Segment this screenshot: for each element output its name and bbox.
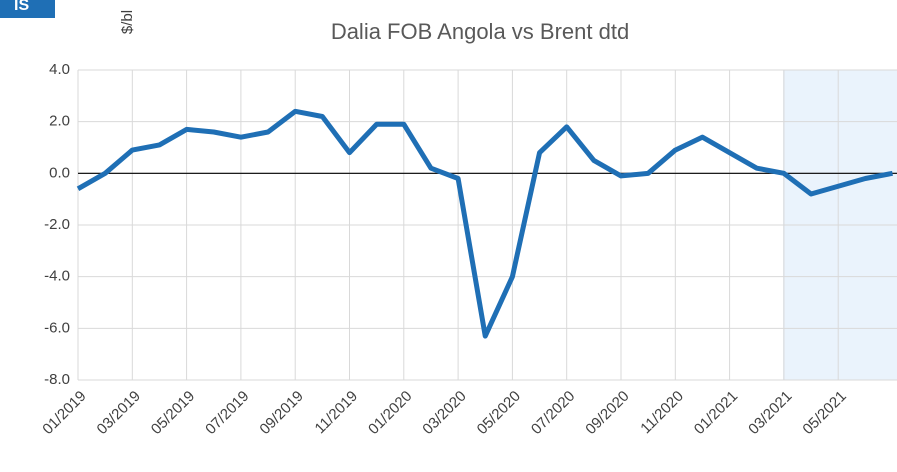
x-tick-label: 05/2021 [799,388,849,438]
chart-title: Dalia FOB Angola vs Brent dtd [331,19,629,44]
badge-text: IS [14,0,29,14]
x-tick-label: 01/2020 [365,388,415,438]
y-tick-label: -4.0 [44,268,70,285]
x-tick-label: 03/2019 [94,388,144,438]
x-tick-label: 09/2020 [582,388,632,438]
y-tick-label: -2.0 [44,216,70,233]
x-tick-label: 05/2020 [474,388,524,438]
x-tick-label: 05/2019 [148,388,198,438]
x-tick-label: 11/2019 [312,388,362,438]
y-tick-label: 2.0 [49,113,70,130]
x-tick-label: 09/2019 [256,388,306,438]
y-tick-label: 0.0 [49,164,70,181]
x-tick-label: 03/2020 [419,388,469,438]
badge [0,0,55,18]
data-line [76,108,893,339]
x-tick-label: 01/2021 [691,388,741,438]
y-axis-label: $/bl [119,10,136,34]
x-tick-label: 01/2019 [39,388,89,438]
x-tick-label: 07/2019 [202,388,252,438]
x-tick-label: 03/2021 [745,388,795,438]
x-tick-label: 07/2020 [528,388,578,438]
y-tick-label: -8.0 [44,371,70,388]
y-tick-label: -6.0 [44,319,70,336]
y-tick-label: 4.0 [49,61,70,78]
x-tick-label: 11/2020 [637,388,687,438]
